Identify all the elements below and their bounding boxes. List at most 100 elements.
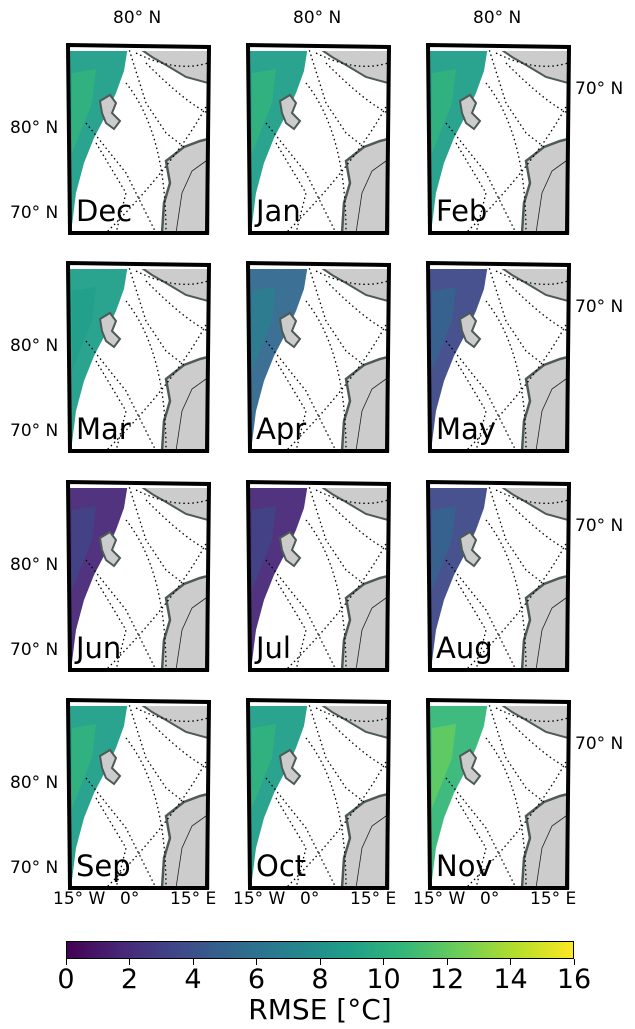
graticule-line xyxy=(265,122,337,234)
graticule-line xyxy=(505,280,569,332)
graticule-line xyxy=(487,700,545,803)
graticule-line xyxy=(275,797,307,889)
top-lat-label: 80° N xyxy=(293,8,342,28)
colorbar-tick-label: 14 xyxy=(493,964,528,995)
arctic-coast xyxy=(492,700,569,740)
map-svg xyxy=(426,480,571,672)
right-lat-label-70: 70° N xyxy=(575,734,624,754)
graticule-line xyxy=(85,559,157,671)
graticule-line xyxy=(485,519,527,671)
map-svg xyxy=(66,480,211,672)
graticule-line xyxy=(127,482,185,585)
svalbard-island xyxy=(278,530,302,568)
graticule-line xyxy=(85,122,157,234)
graticule-line xyxy=(315,52,389,67)
top-lat-label: 80° N xyxy=(113,8,162,28)
month-label: Oct xyxy=(256,849,307,883)
graticule-line xyxy=(265,340,337,452)
arctic-coast xyxy=(132,700,209,740)
left-lat-label-70: 70° N xyxy=(10,858,59,878)
graticule-line xyxy=(487,482,545,585)
right-lat-label-70: 70° N xyxy=(575,79,624,99)
rmse-field-patch xyxy=(432,69,456,153)
graticule-line xyxy=(445,777,517,889)
map-panel-sep: Sep xyxy=(66,698,211,890)
svalbard-island xyxy=(278,748,302,786)
rmse-field-patch xyxy=(252,506,276,590)
colorbar-tick-mark xyxy=(383,959,384,965)
graticule-line xyxy=(307,482,365,585)
graticule-line xyxy=(495,707,569,722)
graticule-line xyxy=(445,340,517,452)
country-border xyxy=(355,815,387,889)
graticule-line xyxy=(455,579,487,671)
graticule-line xyxy=(325,62,389,114)
graticule-line xyxy=(305,300,347,452)
graticule-line xyxy=(325,717,389,769)
rmse-field-patch xyxy=(432,724,456,808)
map-frame xyxy=(426,261,571,453)
country-border xyxy=(535,815,567,889)
svalbard-island xyxy=(458,748,482,786)
colorbar-title: RMSE [°C] xyxy=(248,993,392,1026)
arctic-coast xyxy=(132,263,209,303)
map-frame xyxy=(426,43,571,235)
graticule-line xyxy=(275,360,307,452)
right-lat-label-70: 70° N xyxy=(575,516,624,536)
country-border xyxy=(175,378,207,452)
graticule-line xyxy=(505,499,569,551)
colorbar-tick-mark xyxy=(446,959,448,965)
graticule-line xyxy=(127,263,185,366)
colorbar-tick-mark xyxy=(129,959,130,965)
month-label: Aug xyxy=(436,631,493,665)
graticule-line xyxy=(307,263,365,366)
graticule-line xyxy=(307,45,365,148)
arctic-coast xyxy=(312,700,389,740)
arctic-coast xyxy=(132,482,209,522)
country-border xyxy=(175,160,207,234)
lon-label-15e: 15° E xyxy=(350,889,397,909)
colorbar-tick-label: 10 xyxy=(366,964,401,995)
map-svg xyxy=(66,698,211,890)
graticule-line xyxy=(495,489,569,504)
arctic-coast xyxy=(492,482,569,522)
map-frame xyxy=(246,43,391,235)
map-panel-mar: Mar xyxy=(66,261,211,453)
rmse-field-patch xyxy=(252,287,276,371)
graticule-line xyxy=(135,52,209,67)
left-lat-label-70: 70° N xyxy=(10,421,59,441)
colorbar xyxy=(66,941,574,959)
graticule-line xyxy=(95,797,127,889)
svalbard-island xyxy=(98,748,122,786)
country-border xyxy=(535,160,567,234)
colorbar-tick-label: 16 xyxy=(556,964,592,995)
lon-label-15w: 15° W xyxy=(413,889,466,909)
graticule-line xyxy=(445,559,517,671)
graticule-line xyxy=(495,52,569,67)
graticule-line xyxy=(315,707,389,722)
graticule-line xyxy=(487,45,545,148)
graticule-line xyxy=(305,737,347,889)
graticule-line xyxy=(145,280,209,332)
rmse-field-patch xyxy=(252,69,276,153)
map-svg xyxy=(246,261,391,453)
colorbar-tick-label: 4 xyxy=(184,964,202,995)
graticule-line xyxy=(125,519,167,671)
arctic-coast xyxy=(492,263,569,303)
rmse-field-patch xyxy=(72,506,96,590)
left-lat-label-80: 80° N xyxy=(10,555,59,575)
map-panel-oct: Oct xyxy=(246,698,391,890)
graticule-line xyxy=(305,82,347,234)
month-label: Jan xyxy=(256,194,301,228)
graticule-line xyxy=(315,270,389,285)
arctic-coast xyxy=(312,263,389,303)
colorbar-tick-mark xyxy=(256,959,257,965)
svalbard-island xyxy=(458,311,482,349)
colorbar-tick-label: 2 xyxy=(120,964,139,995)
map-frame xyxy=(66,698,211,890)
graticule-line xyxy=(275,142,307,234)
lon-label-15e: 15° E xyxy=(530,889,577,909)
rmse-field-patch xyxy=(72,724,96,808)
left-lat-label-80: 80° N xyxy=(10,773,59,793)
graticule-line xyxy=(125,737,167,889)
